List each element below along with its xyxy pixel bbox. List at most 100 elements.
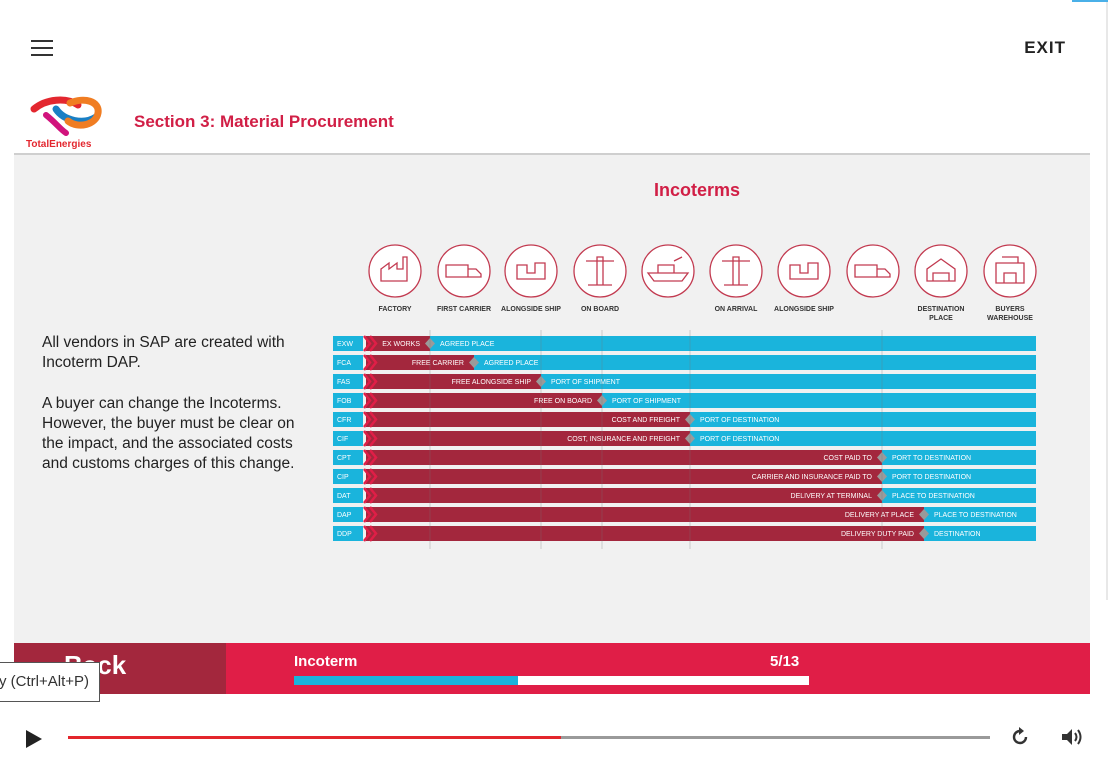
exit-button[interactable]: EXIT: [1024, 38, 1066, 57]
incoterm-code-cell: [333, 526, 363, 541]
column-circle: [777, 244, 831, 298]
crane-icon: [722, 256, 750, 286]
row-chevron: [363, 468, 378, 485]
cost-label: PORT TO DESTINATION: [892, 474, 971, 481]
incoterms-title: Incoterms: [653, 180, 741, 200]
incoterm-code: FOB: [337, 398, 352, 405]
top-bar: EXIT: [0, 0, 1108, 90]
incoterm-code: CFR: [337, 417, 351, 424]
window-edge-accent: [1072, 0, 1108, 2]
seek-bar[interactable]: [68, 736, 990, 739]
seller-responsibility-bar: [366, 488, 882, 503]
risk-label: FREE ON BOARD: [534, 398, 592, 405]
seller-responsibility-bar: [366, 450, 882, 465]
seller-responsibility-bar: [366, 336, 430, 351]
totalenergies-logo: TotalEnergies: [26, 95, 116, 153]
paragraph-buyer: A buyer can change the Incoterms. Howeve…: [42, 395, 295, 472]
lesson-progress-fill: [294, 676, 519, 685]
column-circle: [504, 244, 558, 298]
incoterm-code: EXW: [337, 341, 353, 348]
incoterm-code: CIP: [337, 474, 349, 481]
seller-responsibility-bar: [366, 393, 602, 408]
seller-responsibility-bar: [366, 526, 924, 541]
column-label: ON BOARD: [581, 306, 619, 313]
risk-label: DELIVERY AT TERMINAL: [791, 493, 873, 500]
risk-label: EX WORKS: [382, 341, 420, 348]
cost-label: AGREED PLACE: [484, 360, 539, 367]
footer-page-counter: 5/13: [770, 653, 800, 670]
incoterm-code: FCA: [337, 360, 351, 367]
seller-responsibility-bar: [366, 469, 882, 484]
factory-icon: [380, 256, 408, 282]
cost-label: PLACE TO DESTINATION: [934, 512, 1017, 519]
column-circle: [914, 244, 968, 298]
column-label: ALONGSIDE SHIP: [501, 306, 561, 313]
incoterm-code-cell: [333, 336, 363, 351]
column-circle: [437, 244, 491, 298]
cost-label: PLACE TO DESTINATION: [892, 493, 975, 500]
hamburger-menu-icon[interactable]: [31, 40, 53, 56]
ship-cargo-icon: [516, 262, 546, 280]
cost-label: PORT OF SHIPMENT: [612, 398, 682, 405]
incoterm-code: DAP: [337, 512, 352, 519]
cost-label: PORT OF DESTINATION: [700, 417, 779, 424]
incoterm-code-cell: [333, 355, 363, 370]
truck-icon: [445, 264, 482, 278]
row-chevron: [363, 487, 378, 504]
seller-responsibility-bar: [366, 431, 690, 446]
incoterm-code: DDP: [337, 531, 352, 538]
row-chevron: [363, 392, 378, 409]
column-label: FIRST CARRIER: [437, 306, 491, 313]
seller-responsibility-bar: [366, 507, 924, 522]
volume-icon[interactable]: [1060, 726, 1084, 748]
destination-icon: [926, 258, 956, 282]
risk-label: DELIVERY AT PLACE: [845, 512, 914, 519]
column-label: ALONGSIDE SHIP: [774, 306, 834, 313]
risk-label: FREE CARRIER: [412, 360, 464, 367]
risk-label: DELIVERY DUTY PAID: [841, 531, 914, 538]
seller-responsibility-bar: [366, 374, 541, 389]
risk-label: CARRIER AND INSURANCE PAID TO: [752, 474, 873, 481]
risk-label: COST, INSURANCE AND FREIGHT: [567, 436, 681, 443]
risk-transfer-marker: [919, 509, 929, 520]
row-chevron: [363, 449, 378, 466]
ship-cargo-icon: [789, 262, 819, 280]
seek-bar-fill: [68, 736, 562, 739]
column-circle: [846, 244, 900, 298]
row-chevron: [363, 335, 378, 352]
logo-text: TotalEnergies: [26, 139, 92, 150]
incoterm-code: CPT: [337, 455, 352, 462]
slide-footer: Back Incoterm 5/13: [14, 643, 1090, 694]
section-title: Section 3: Material Procurement: [134, 112, 394, 131]
incoterm-code-cell: [333, 450, 363, 465]
risk-transfer-marker: [469, 357, 479, 368]
slide-body-text: All vendors in SAP are created with Inco…: [42, 333, 302, 495]
incoterm-code-cell: [333, 431, 363, 446]
incoterms-chart: FACTORY FIRST CARRIER ALONGSIDE SHIP ON BOA…: [333, 244, 1037, 549]
column-circle: [641, 244, 695, 298]
slide-header: TotalEnergies Section 3: Material Procur…: [14, 89, 1090, 155]
cost-label: PORT OF SHIPMENT: [551, 379, 621, 386]
cargo-ship-icon: [646, 256, 690, 282]
risk-label: COST AND FREIGHT: [612, 417, 681, 424]
column-circle: [573, 244, 627, 298]
column-label: WAREHOUSE: [987, 315, 1033, 322]
risk-transfer-marker: [919, 528, 929, 539]
paragraph-vendors: All vendors in SAP are created with Inco…: [42, 334, 285, 371]
cost-label: AGREED PLACE: [440, 341, 495, 348]
buyer-responsibility-bar: [366, 336, 1036, 351]
play-icon[interactable]: [24, 729, 44, 749]
replay-icon[interactable]: [1009, 726, 1031, 748]
column-circle: [709, 244, 763, 298]
footer-lesson-title: Incoterm: [294, 653, 358, 670]
incoterm-code-cell: [333, 469, 363, 484]
seller-responsibility-bar: [366, 355, 474, 370]
row-chevron: [363, 525, 378, 542]
seller-responsibility-bar: [366, 412, 690, 427]
row-chevron: [363, 506, 378, 523]
incoterm-code: FAS: [337, 379, 351, 386]
risk-label: COST PAID TO: [824, 455, 873, 462]
incoterm-code-cell: [333, 412, 363, 427]
incoterm-code-cell: [333, 507, 363, 522]
window-edge: [1106, 0, 1108, 600]
